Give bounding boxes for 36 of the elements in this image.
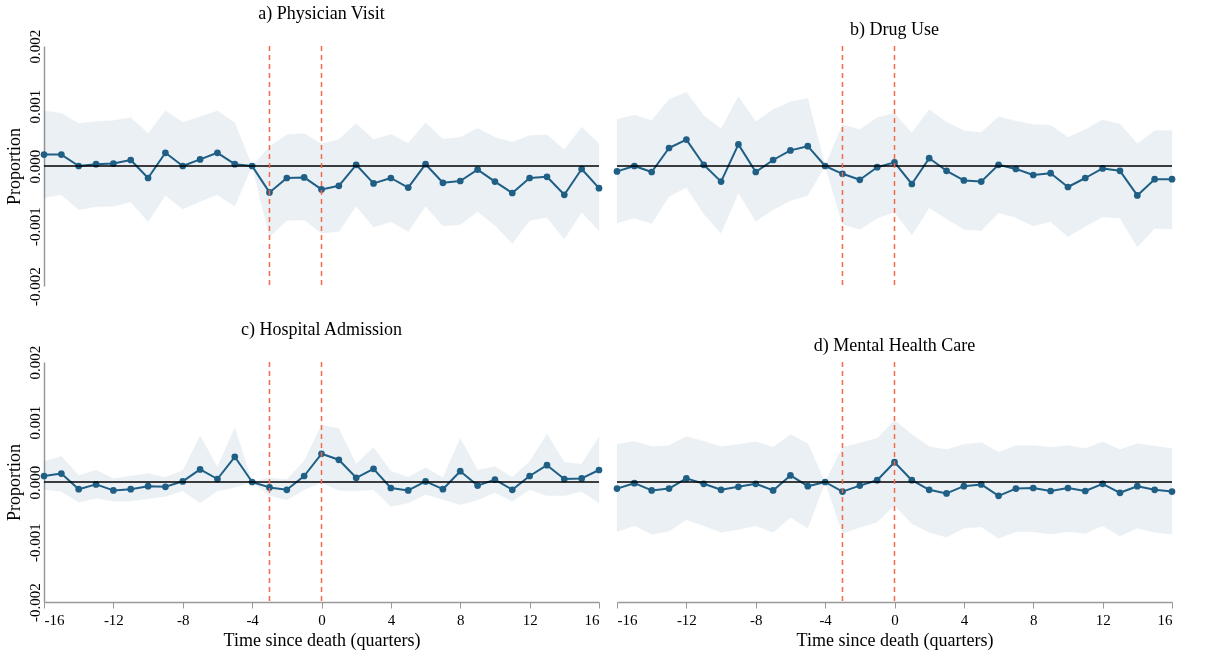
x-tick-label: -4 [246,611,260,628]
x-tick-label: 12 [1095,611,1111,628]
x-tick-label: 16 [1157,611,1173,628]
y-tick-label: 0.001 [26,405,43,440]
y-tick-label: -0.001 [26,523,43,562]
y-tick-label: 0.000 [26,149,43,184]
chart-title: b) Drug Use [850,19,939,41]
x-tick-label: 4 [960,611,969,628]
x-tick-label: -4 [819,611,833,628]
chart-title: d) Mental Health Care [813,335,976,357]
x-tick-label: -16 [44,611,65,628]
x-tick-label: 8 [457,611,465,628]
x-tick-label: -12 [676,611,697,628]
y-tick-label: 0.001 [26,89,43,124]
x-axis-title: Time since death (quarters) [796,629,994,651]
y-tick-label: -0.002 [26,583,43,622]
y-axis-title: Proportion [3,127,24,206]
y-axis-title: Proportion [3,443,24,522]
y-tick-label: -0.002 [26,267,43,306]
x-tick-label: 16 [584,611,600,628]
y-tick-label: -0.001 [26,207,43,246]
x-tick-label: 4 [387,611,396,628]
y-tick-label: 0.002 [26,345,43,380]
x-tick-label: -8 [750,611,763,628]
x-tick-label: 0 [318,611,326,628]
x-tick-label: 12 [522,611,538,628]
x-tick-label: 0 [891,611,899,628]
x-axis-title: Time since death (quarters) [223,629,421,651]
x-tick-label: -16 [617,611,638,628]
y-tick-label: 0.000 [26,465,43,500]
y-tick-label: 0.002 [26,29,43,64]
chart-title: c) Hospital Admission [241,319,402,341]
chart-title: a) Physician Visit [258,3,385,25]
x-tick-label: -12 [103,611,124,628]
x-tick-label: -8 [177,611,190,628]
x-tick-label: 8 [1030,611,1038,628]
